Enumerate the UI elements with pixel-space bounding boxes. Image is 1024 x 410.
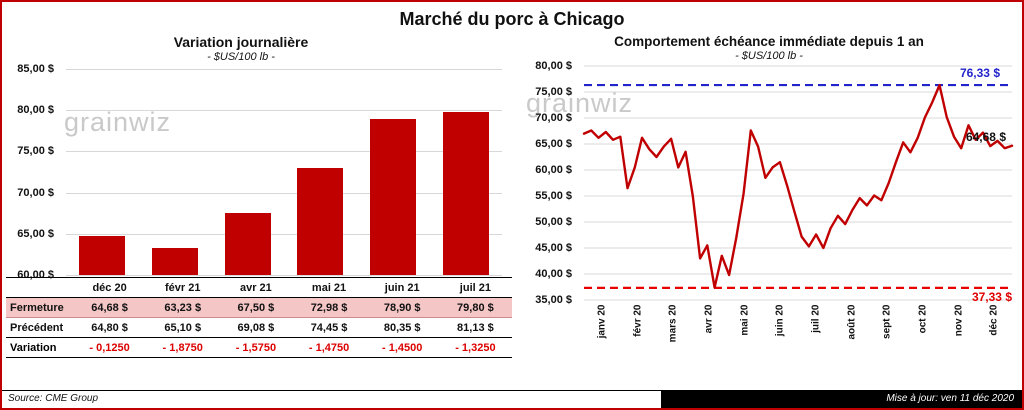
gridline: [66, 233, 502, 235]
price-bar: [297, 168, 344, 275]
y-tick-label: 50,00 $: [535, 215, 572, 228]
line-plot-area: 76,33 $ 64,68 $ 37,33 $: [582, 65, 1014, 304]
row-label: Précédent: [10, 321, 64, 334]
line-chart-subtitle: - $US/100 lb -: [735, 50, 803, 62]
line-chart: grainwiz 80,00 $ 75,00 $ 70,00 $ 65,00 $ 60,…: [518, 60, 1020, 378]
x-tick-label: janv 20: [596, 304, 608, 339]
column-header: févr 21: [146, 277, 220, 298]
cell-value: - 1,3250: [438, 337, 512, 358]
bar-y-axis: 85,00 $80,00 $75,00 $70,00 $65,00 $60,00…: [6, 63, 60, 281]
bar-plot-area: [66, 69, 502, 276]
price-bar: [224, 213, 271, 275]
cell-value: 74,45 $: [310, 321, 348, 334]
last-price-annotation: 64,68 $: [965, 129, 1006, 144]
line-x-axis: janv 20 févr 20 mars 20 avr 20 mai 20 juin 20…: [584, 302, 1012, 374]
x-tick-label: déc 20: [988, 304, 1000, 336]
cell-value: - 1,5750: [219, 337, 293, 358]
bar-chart-subtitle: - $US/100 lb -: [207, 51, 275, 63]
cell-value: 69,08 $: [237, 321, 275, 334]
x-tick-label: mars 20: [667, 304, 679, 343]
y-tick-label: 40,00 $: [535, 268, 572, 280]
y-tick-label: 70,00 $: [17, 186, 54, 199]
y-tick-label: 65,00 $: [535, 137, 572, 150]
x-tick-label: juil 20: [810, 304, 822, 333]
price-bar: [442, 111, 489, 275]
table-row: Variation - 0,1250- 1,8750- 1,5750- 1,475…: [6, 337, 512, 358]
column-header: juin 21: [365, 277, 439, 298]
cell-value: 80,35 $: [383, 321, 421, 334]
line-y-axis: 80,00 $ 75,00 $ 70,00 $ 65,00 $ 60,00 $ 55,00…: [518, 60, 578, 306]
y-tick-label: 55,00 $: [535, 190, 572, 202]
row-label: Fermeture: [6, 297, 73, 318]
table-row: Fermeture 64,68 $63,23 $67,50 $72,98 $78,…: [6, 297, 512, 318]
page-title: Marché du porc à Chicago: [399, 9, 625, 29]
table-corner: [6, 277, 73, 298]
y-tick-label: 85,00 $: [17, 63, 54, 75]
line-chart-title: Comportement échéance immédiate depuis 1…: [614, 34, 924, 49]
footer: Source: CME Group Mise à jour: ven 11 dé…: [2, 390, 1022, 408]
cell-value: 81,13 $: [457, 321, 494, 334]
cell-value: 78,90 $: [365, 297, 439, 318]
cell-value: - 0,1250: [73, 337, 147, 358]
bars-group: [66, 69, 502, 275]
column-header: avr 21: [219, 277, 293, 298]
x-tick-label: mai 20: [739, 304, 750, 336]
x-tick-label: avr 20: [703, 304, 715, 334]
cell-value: 65,10 $: [164, 321, 202, 334]
column-header: juil 21: [438, 277, 512, 298]
gridline: [66, 151, 502, 153]
y-tick-label: 35,00 $: [535, 294, 572, 306]
y-tick-label: 75,00 $: [535, 86, 572, 98]
y-tick-label: 65,00 $: [17, 227, 54, 240]
source-note: Source: CME Group: [2, 391, 661, 408]
y-tick-label: 80,00 $: [17, 104, 54, 117]
x-tick-label: oct 20: [917, 304, 929, 334]
price-table: déc 20 févr 21 avr 21 mai 21 juin 21 juil 21 F…: [6, 277, 512, 358]
gridline: [66, 110, 502, 112]
x-tick-label: févr 20: [632, 304, 643, 337]
x-tick-label: sept 20: [881, 304, 893, 339]
cell-value: 67,50 $: [219, 297, 293, 318]
y-tick-label: 70,00 $: [535, 112, 572, 124]
year-low-annotation: 37,33 $: [971, 289, 1012, 304]
price-bar: [79, 236, 126, 275]
column-header: déc 20: [73, 277, 147, 298]
gridline: [66, 192, 502, 194]
y-tick-label: 60,00 $: [535, 164, 572, 176]
bar-chart: grainwiz 85,00 $ 80,00 $ 75,00 $ 70,00 $ 65,…: [6, 63, 512, 281]
y-tick-label: 80,00 $: [535, 60, 572, 72]
row-label: Variation: [6, 337, 73, 358]
update-date-note: Mise à jour: ven 11 déc 2020: [660, 391, 1022, 408]
price-bar: [151, 248, 198, 275]
cell-value: 79,80 $: [438, 297, 512, 318]
cell-value: - 1,4500: [365, 337, 439, 358]
cell-value: 72,98 $: [292, 297, 366, 318]
cell-value: - 1,8750: [146, 337, 220, 358]
table-row: Précédent 64,80 $ 65,10 $ 69,08 $ 74,45 $ 80,…: [6, 318, 512, 338]
grainwiz-watermark: grainwiz: [526, 88, 634, 118]
cell-value: 64,68 $: [73, 297, 147, 318]
cell-value: 63,23 $: [146, 297, 220, 318]
y-tick-label: 45,00 $: [535, 242, 572, 254]
x-tick-label: août 20: [846, 304, 857, 340]
year-high-annotation: 76,33 $: [959, 66, 1000, 81]
cell-value: 64,80 $: [91, 321, 128, 334]
daily-variation-panel: Variation journalière - $US/100 lb - gra…: [6, 34, 512, 358]
gridline: [66, 275, 502, 276]
bar-chart-title: Variation journalière: [173, 34, 309, 50]
y-tick-label: 75,00 $: [17, 145, 54, 158]
grainwiz-watermark: grainwiz: [64, 107, 172, 137]
one-year-panel: Comportement échéance immédiate depuis 1…: [518, 34, 1020, 378]
column-header: mai 21: [292, 277, 366, 298]
price-bar: [369, 119, 416, 275]
x-tick-label: nov 20: [953, 304, 964, 337]
price-line-svg: [582, 65, 1014, 301]
gridline: [66, 69, 502, 70]
cell-value: - 1,4750: [292, 337, 366, 358]
x-tick-label: juin 20: [774, 304, 786, 337]
